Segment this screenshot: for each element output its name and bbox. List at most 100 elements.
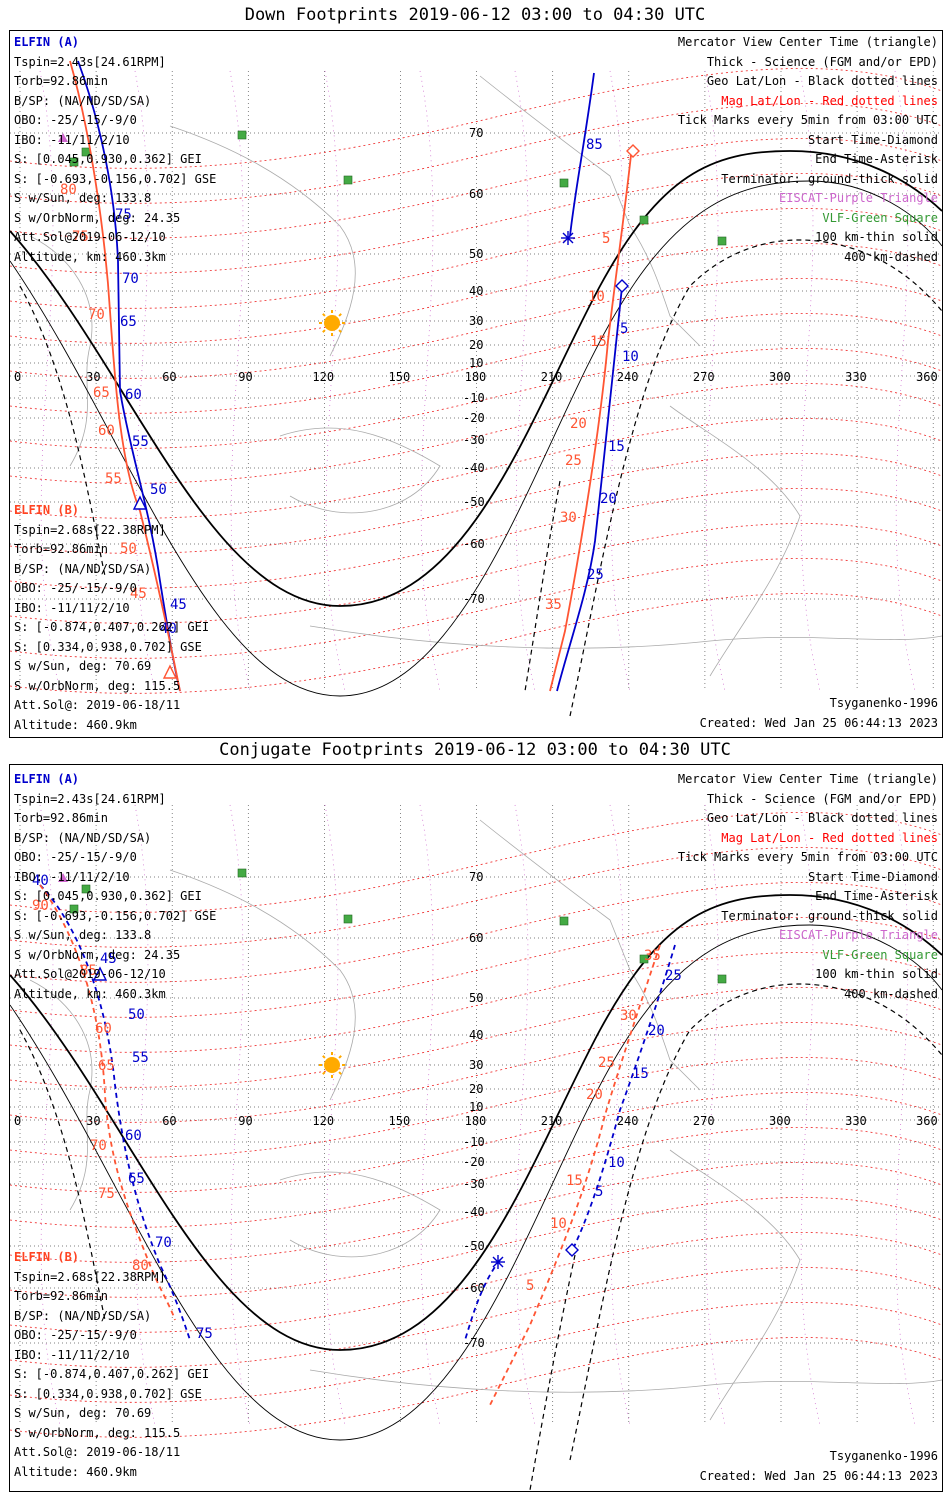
track-time-label: 20 bbox=[586, 1087, 603, 1103]
mag-parallel bbox=[10, 418, 942, 519]
mag-parallel bbox=[10, 488, 942, 589]
mag-parallel bbox=[10, 1267, 942, 1368]
lon-tick-label: 300 bbox=[769, 370, 791, 384]
track-time-label: 80 bbox=[132, 1258, 149, 1274]
track-time-label: 85 bbox=[586, 137, 603, 153]
mag-parallel bbox=[10, 812, 942, 913]
elfin-a-s-gse: S: [-0.693,-0.156,0.702] GSE bbox=[14, 171, 217, 186]
elfin-a-name: ELFIN (A) bbox=[14, 772, 80, 786]
track-time-label: 70 bbox=[122, 271, 139, 287]
track-time-label: 75 bbox=[72, 229, 89, 245]
track-time-label: 60 bbox=[125, 1128, 142, 1144]
track-time-label: 10 bbox=[608, 1155, 625, 1171]
elfin-b-torb: Torb=92.86min bbox=[14, 1289, 108, 1303]
lat-tick-label: -10 bbox=[463, 391, 485, 405]
end-time-asterisk bbox=[491, 1255, 505, 1269]
elfin-b-name: ELFIN (B) bbox=[14, 503, 80, 517]
track-time-label: 60 bbox=[125, 387, 142, 403]
elfin-b-bsp: B/SP: (NA/ND/SD/SA) bbox=[14, 561, 152, 576]
legend-100km: 100 km-thin solid bbox=[815, 230, 938, 244]
elfin-b-s-gse: S: [0.334,0.938,0.702] GSE bbox=[14, 639, 202, 654]
mag-parallel bbox=[10, 103, 942, 204]
track-time-label: 75 bbox=[196, 1326, 213, 1342]
elfin-a-s-orb: S w/OrbNorm, deg: 24.35 bbox=[14, 947, 181, 962]
mag-meridian bbox=[324, 804, 346, 1426]
coastline bbox=[169, 125, 356, 357]
created-stamp: Created: Wed Jan 25 06:44:13 2023 bbox=[699, 716, 938, 730]
elfin-a-s-sun: S w/Sun, deg: 133.8 bbox=[14, 191, 152, 205]
mag-parallel bbox=[10, 917, 942, 1018]
elfin-b-tspin: Tspin=2.68s[22.38RPM] bbox=[14, 1269, 166, 1284]
coastline bbox=[309, 625, 942, 649]
lon-tick-label: 330 bbox=[845, 370, 867, 384]
mag-parallel bbox=[10, 313, 942, 414]
track-time-label: 70 bbox=[90, 1138, 107, 1154]
track-time-label: 30 bbox=[620, 1008, 637, 1024]
mag-parallel bbox=[10, 1057, 942, 1158]
start-time-diamond bbox=[565, 1243, 579, 1257]
elfin-a-att: Att.Sol@2019-06-12/10 bbox=[14, 230, 166, 244]
sun-ray bbox=[322, 1071, 326, 1075]
legend-mag: Mag Lat/Lon - Red dotted lines bbox=[721, 830, 938, 845]
sun-ray bbox=[338, 329, 342, 333]
lon-tick-label: 270 bbox=[693, 370, 715, 384]
track-time-label: 10 bbox=[588, 289, 605, 305]
lon-tick-label: 30 bbox=[86, 370, 100, 384]
mag-meridian bbox=[894, 70, 916, 692]
track-time-label: 75 bbox=[98, 1186, 115, 1202]
mag-parallel bbox=[10, 1197, 942, 1298]
track-time-label: 75 bbox=[115, 207, 132, 223]
track-time-label: 50 bbox=[128, 1007, 145, 1023]
elfin-a-s-sun: S w/Sun, deg: 133.8 bbox=[14, 928, 152, 942]
legend-400km: 400 km-dashed bbox=[844, 249, 938, 264]
legend-center: Mercator View Center Time (triangle) bbox=[677, 35, 938, 49]
coastline bbox=[169, 869, 356, 1101]
model-name-2: Tsyganenko-1996 bbox=[829, 1449, 938, 1463]
vlf-station-marker bbox=[559, 178, 569, 188]
elfin-b-s-gei: S: [-0.874,0.407,0.262] GEI bbox=[14, 620, 210, 634]
track-time-label: 30 bbox=[560, 510, 577, 526]
lon-tick-label: 330 bbox=[845, 1114, 867, 1128]
lon-tick-label: 0 bbox=[14, 1114, 21, 1128]
elfin-b-s-orb: S w/OrbNorm, deg: 115.5 bbox=[14, 678, 181, 693]
mag-parallel bbox=[10, 1022, 942, 1123]
track-time-label: 65 bbox=[120, 314, 137, 330]
end-time-asterisk bbox=[561, 231, 575, 245]
mag-meridian bbox=[419, 70, 441, 692]
terminator-400km bbox=[19, 239, 942, 717]
mag-meridian bbox=[609, 804, 631, 1426]
vlf-station-marker bbox=[717, 974, 727, 984]
mag-meridian bbox=[419, 804, 441, 1426]
legend-400km: 400 km-dashed bbox=[844, 986, 938, 1001]
track-time-label: 20 bbox=[600, 491, 617, 507]
coastline bbox=[479, 819, 701, 1091]
legend-100km: 100 km-thin solid bbox=[815, 967, 938, 981]
legend-terminator: Terminator: ground-thick solid bbox=[721, 908, 938, 923]
legend-mag: Mag Lat/Lon - Red dotted lines bbox=[721, 93, 938, 108]
elfin-b-ibo: IBO: -11/11/2/10 bbox=[14, 1347, 130, 1362]
elfin-a-bsp: B/SP: (NA/ND/SD/SA) bbox=[14, 93, 152, 108]
elfin-b-track-east bbox=[489, 944, 661, 1406]
track-time-label: 20 bbox=[648, 1023, 665, 1039]
lon-tick-label: 30 bbox=[86, 1114, 100, 1128]
mag-parallel bbox=[10, 882, 942, 983]
lon-tick-label: 360 bbox=[916, 1114, 938, 1128]
track-time-label: 70 bbox=[88, 307, 105, 323]
legend-end: End Time-Asterisk bbox=[815, 152, 938, 166]
legend-start: Start Time-Diamond bbox=[807, 869, 938, 884]
mag-parallel bbox=[10, 1337, 942, 1438]
elfin-a-info: ELFIN (A) Tspin=2.43s[24.61RPM] Torb=92.… bbox=[14, 33, 216, 267]
track-time-label: 20 bbox=[570, 416, 587, 432]
mag-parallel bbox=[10, 1302, 942, 1403]
terminator-ground bbox=[10, 894, 942, 1351]
mag-meridian bbox=[704, 70, 726, 692]
vlf-station-marker bbox=[559, 916, 569, 926]
elfin-b-att: Att.Sol@: 2019-06-18/11 bbox=[14, 1445, 181, 1459]
track-time-label: 25 bbox=[565, 453, 582, 469]
vlf-station-marker bbox=[639, 954, 649, 964]
sun-ray bbox=[322, 313, 326, 317]
lat-tick-label: -10 bbox=[463, 1135, 485, 1149]
mag-meridian bbox=[799, 70, 821, 692]
lat-tick-label: 10 bbox=[469, 356, 483, 370]
coastline bbox=[279, 427, 441, 514]
